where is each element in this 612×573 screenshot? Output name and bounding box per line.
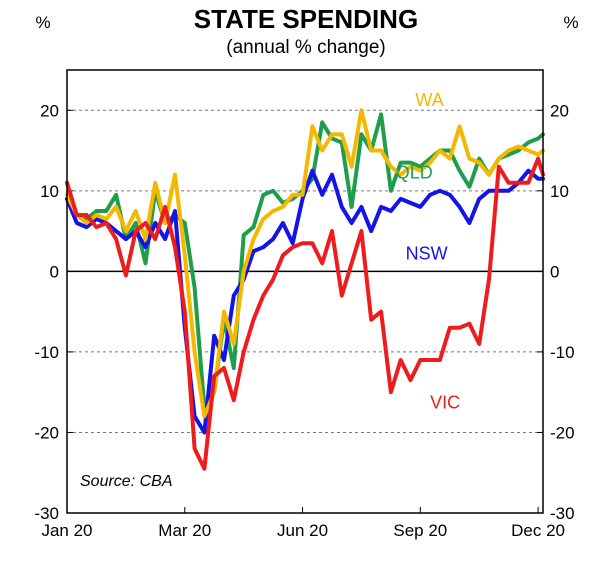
y-tick-label-right: -30 xyxy=(550,504,575,523)
y-tick-label-right: -20 xyxy=(550,423,575,442)
x-tick-label: Sep 20 xyxy=(393,521,447,540)
source-note: Source: CBA xyxy=(80,473,172,490)
x-tick-label: Mar 20 xyxy=(158,521,211,540)
x-tick-label: Jan 20 xyxy=(41,521,92,540)
y-axis-left: -30 -20 -10 0 10 20 xyxy=(34,101,73,523)
y-tick-label-left: -30 xyxy=(34,504,59,523)
y-tick-label-right: -10 xyxy=(550,343,575,362)
y-tick-label-right: 10 xyxy=(550,182,569,201)
series-line-vic xyxy=(65,156,545,471)
y-tick-label-right: 0 xyxy=(550,262,559,281)
y-tick-label-left: -20 xyxy=(34,423,59,442)
gridlines xyxy=(67,109,543,433)
chart-title: STATE SPENDING xyxy=(194,4,418,34)
series-label-nsw: NSW xyxy=(406,243,448,263)
plot-frame xyxy=(66,69,544,514)
x-tick-label: Jun 20 xyxy=(277,521,328,540)
x-tick-label: Dec 20 xyxy=(511,521,565,540)
y-tick-label-left: 0 xyxy=(50,262,59,281)
series-line-wa xyxy=(65,108,545,419)
y-tick-label-right: 20 xyxy=(550,101,569,120)
chart-subtitle: (annual % change) xyxy=(226,37,386,58)
series-label-vic: VIC xyxy=(430,392,460,412)
y-axis-unit-right: % xyxy=(563,13,578,32)
series-label-qld: QLD xyxy=(396,163,433,183)
series-label-wa: WA xyxy=(415,90,443,110)
series-line-nsw xyxy=(65,168,545,435)
series-lines xyxy=(65,108,545,471)
y-tick-label-left: 10 xyxy=(40,182,59,201)
y-tick-label-left: -10 xyxy=(34,343,59,362)
series-labels: QLD NSW WA VIC xyxy=(396,90,460,412)
y-tick-label-left: 20 xyxy=(40,101,59,120)
x-axis: Jan 20 Mar 20 Jun 20 Sep 20 Dec 20 xyxy=(41,507,565,540)
y-axis-right: -30 -20 -10 0 10 20 xyxy=(537,101,575,523)
y-axis-unit-left: % xyxy=(35,13,50,32)
